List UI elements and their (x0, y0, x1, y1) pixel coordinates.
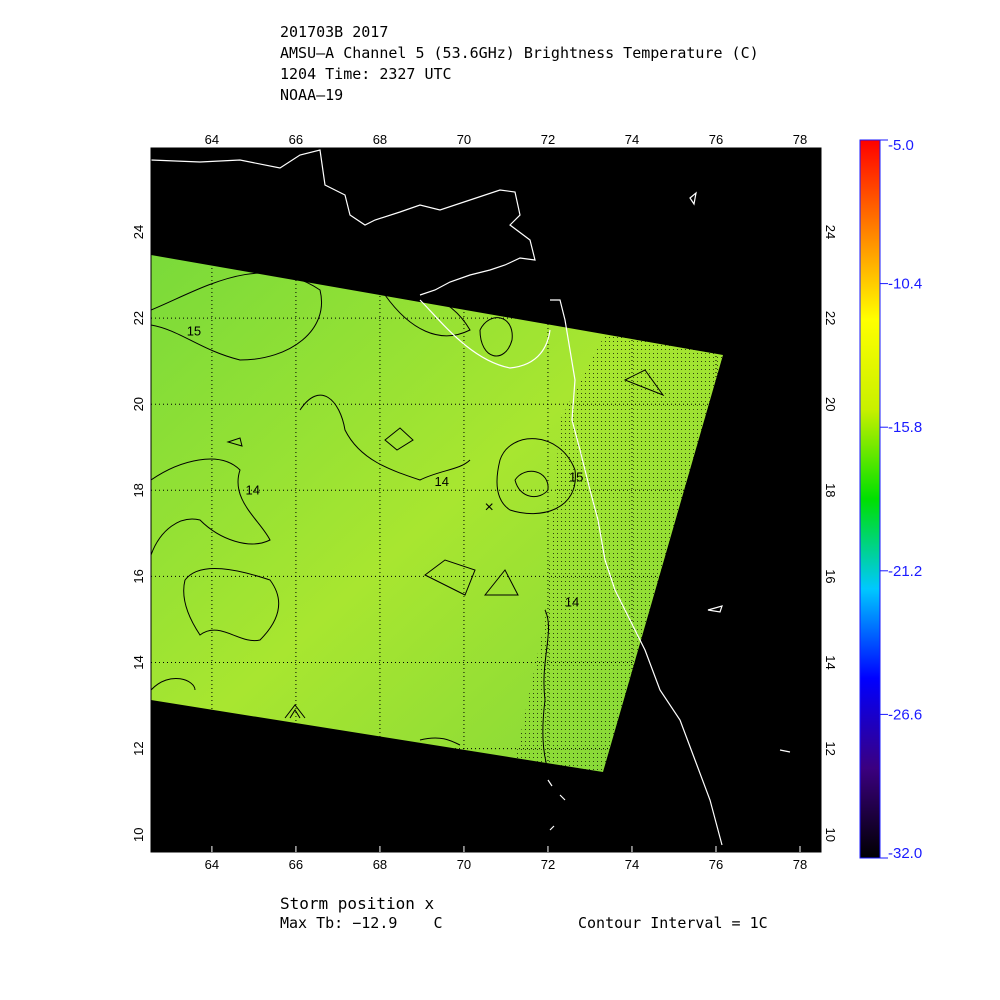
plot-frame (150, 147, 822, 853)
y-tick-label-right: 20 (823, 397, 838, 411)
x-tick-label-bottom: 76 (709, 857, 723, 872)
x-tick-label-bottom: 66 (289, 857, 303, 872)
contour-label: 14 (246, 483, 260, 498)
y-tick-label-right: 10 (823, 828, 838, 842)
x-tick-label-top: 76 (709, 132, 723, 147)
contour-label: 14 (435, 474, 449, 489)
title-line-4: NOAA–19 (280, 86, 344, 104)
y-tick-label-left: 18 (131, 483, 146, 497)
y-tick-label-right: 16 (823, 569, 838, 583)
y-tick-label-right: 12 (823, 741, 838, 755)
y-tick-label-right: 18 (823, 483, 838, 497)
x-tick-label-top: 64 (205, 132, 219, 147)
contour-label: 15 (569, 470, 583, 485)
y-tick-label-left: 14 (131, 655, 146, 669)
coastline (151, 149, 791, 846)
x-tick-label-top: 66 (289, 132, 303, 147)
title-line-3: 1204 Time: 2327 UTC (280, 65, 452, 83)
x-tick-label-top: 70 (457, 132, 471, 147)
contour-label: 14 (565, 595, 579, 610)
x-tick-label-bottom: 78 (793, 857, 807, 872)
y-tick-label-left: 12 (131, 741, 146, 755)
y-tick-label-left: 10 (131, 828, 146, 842)
x-tick-label-bottom: 72 (541, 857, 555, 872)
title-line-2: AMSU–A Channel 5 (53.6GHz) Brightness Te… (280, 44, 759, 62)
y-tick-label-right: 14 (823, 655, 838, 669)
x-tick-label-top: 68 (373, 132, 387, 147)
y-tick-label-left: 22 (131, 311, 146, 325)
y-tick-label-right: 24 (823, 225, 838, 239)
y-tick-label-left: 24 (131, 225, 146, 239)
x-tick-label-bottom: 70 (457, 857, 471, 872)
contour-lines (151, 272, 665, 771)
colorbar-tick-label: -10.4 (888, 276, 922, 293)
max-tb-label: Max Tb: −12.9 C (280, 914, 443, 932)
colorbar-gradient (859, 139, 881, 859)
colorbar: -5.0 -10.4 -15.8 -21.2 -26.6 -32.0 (859, 137, 922, 862)
storm-position-marker: × (484, 499, 493, 516)
contour-label: 15 (187, 323, 201, 338)
colorbar-tick-label: -15.8 (888, 419, 922, 436)
colorbar-tick-label: -32.0 (888, 845, 922, 862)
x-tick-label-bottom: 68 (373, 857, 387, 872)
colorbar-tick-label: -21.2 (888, 563, 922, 580)
colorbar-tick-label: -5.0 (888, 137, 914, 154)
y-tick-label-left: 20 (131, 397, 146, 411)
contour-labels: 15 14 14 15 14 (187, 323, 584, 609)
contour-interval-label: Contour Interval = 1C (578, 914, 768, 932)
x-tick-label-top: 72 (541, 132, 555, 147)
title-line-1: 201703B 2017 (280, 23, 389, 41)
swath-edge-stipple (515, 325, 723, 772)
y-tick-label-right: 22 (823, 311, 838, 325)
x-tick-label-bottom: 74 (625, 857, 639, 872)
x-tick-label-top: 74 (625, 132, 639, 147)
x-tick-label-top: 78 (793, 132, 807, 147)
colorbar-tick-label: -26.6 (888, 706, 922, 723)
x-tick-label-bottom: 64 (205, 857, 219, 872)
y-tick-label-left: 16 (131, 569, 146, 583)
storm-position-label: Storm position x (280, 894, 435, 913)
